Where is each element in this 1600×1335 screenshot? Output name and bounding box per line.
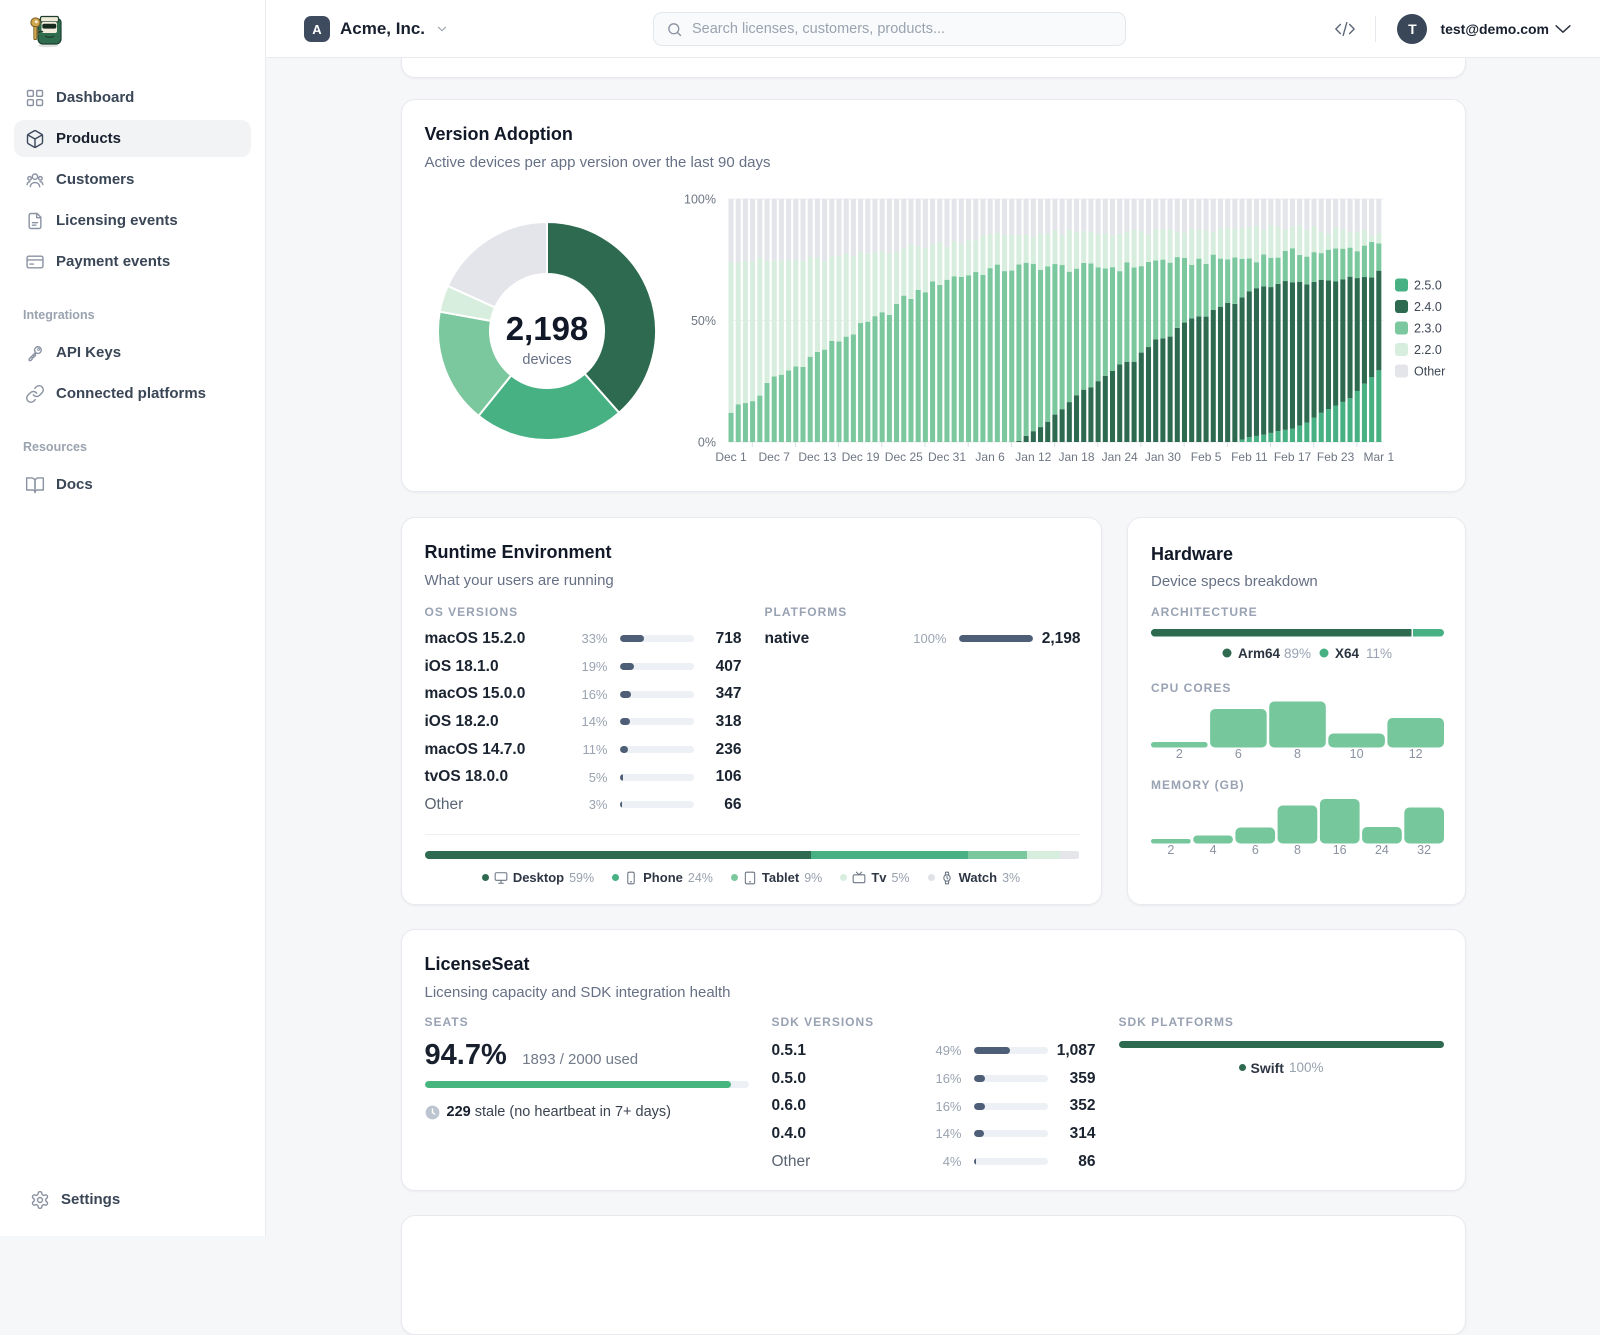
svg-text:8: 8 bbox=[1294, 747, 1301, 761]
svg-text:Jan 24: Jan 24 bbox=[1101, 450, 1137, 464]
svg-text:Device specs breakdown: Device specs breakdown bbox=[1151, 573, 1318, 590]
svg-text:Feb 17: Feb 17 bbox=[1273, 450, 1311, 464]
svg-text:2.5.0: 2.5.0 bbox=[1414, 279, 1442, 293]
svg-text:Jan 18: Jan 18 bbox=[1058, 450, 1094, 464]
svg-text:2: 2 bbox=[1175, 747, 1182, 761]
svg-text:Dec 13: Dec 13 bbox=[798, 450, 836, 464]
svg-text:16: 16 bbox=[1332, 843, 1346, 857]
svg-text:10: 10 bbox=[1349, 747, 1363, 761]
svg-text:24: 24 bbox=[1374, 843, 1388, 857]
svg-text:Arm64: Arm64 bbox=[1238, 646, 1281, 661]
svg-text:12: 12 bbox=[1408, 747, 1422, 761]
svg-text:Jan 12: Jan 12 bbox=[1015, 450, 1051, 464]
svg-text:2: 2 bbox=[1167, 843, 1174, 857]
svg-text:devices: devices bbox=[522, 352, 571, 368]
svg-text:Feb 5: Feb 5 bbox=[1190, 450, 1221, 464]
svg-text:4: 4 bbox=[1209, 843, 1216, 857]
svg-text:89%: 89% bbox=[1284, 646, 1311, 661]
svg-text:Other: Other bbox=[1414, 365, 1445, 379]
svg-text:Hardware: Hardware bbox=[1151, 544, 1233, 564]
svg-text:0%: 0% bbox=[697, 436, 715, 450]
svg-text:Jan 6: Jan 6 bbox=[975, 450, 1005, 464]
svg-text:Feb 11: Feb 11 bbox=[1231, 450, 1268, 464]
svg-text:Dec 7: Dec 7 bbox=[758, 450, 790, 464]
svg-text:CPU CORES: CPU CORES bbox=[1151, 681, 1231, 695]
svg-text:11%: 11% bbox=[1366, 646, 1392, 661]
svg-text:Mar 1: Mar 1 bbox=[1363, 450, 1394, 464]
svg-text:2.2.0: 2.2.0 bbox=[1414, 343, 1442, 357]
svg-text:32: 32 bbox=[1417, 843, 1431, 857]
svg-text:100%: 100% bbox=[684, 193, 716, 207]
svg-text:Dec 19: Dec 19 bbox=[841, 450, 879, 464]
svg-text:50%: 50% bbox=[690, 314, 715, 328]
svg-text:ARCHITECTURE: ARCHITECTURE bbox=[1151, 605, 1258, 619]
svg-text:6: 6 bbox=[1251, 843, 1258, 857]
svg-text:8: 8 bbox=[1294, 843, 1301, 857]
svg-text:2.3.0: 2.3.0 bbox=[1414, 322, 1442, 336]
svg-text:Dec 1: Dec 1 bbox=[715, 450, 747, 464]
svg-text:Jan 30: Jan 30 bbox=[1144, 450, 1180, 464]
svg-text:2.4.0: 2.4.0 bbox=[1414, 300, 1442, 314]
svg-text:Feb 23: Feb 23 bbox=[1316, 450, 1354, 464]
svg-text:Dec 25: Dec 25 bbox=[884, 450, 922, 464]
svg-text:6: 6 bbox=[1234, 747, 1241, 761]
svg-text:2,198: 2,198 bbox=[505, 310, 588, 347]
svg-text:MEMORY (GB): MEMORY (GB) bbox=[1151, 778, 1245, 792]
svg-text:Dec 31: Dec 31 bbox=[927, 450, 965, 464]
svg-text:X64: X64 bbox=[1335, 646, 1360, 661]
